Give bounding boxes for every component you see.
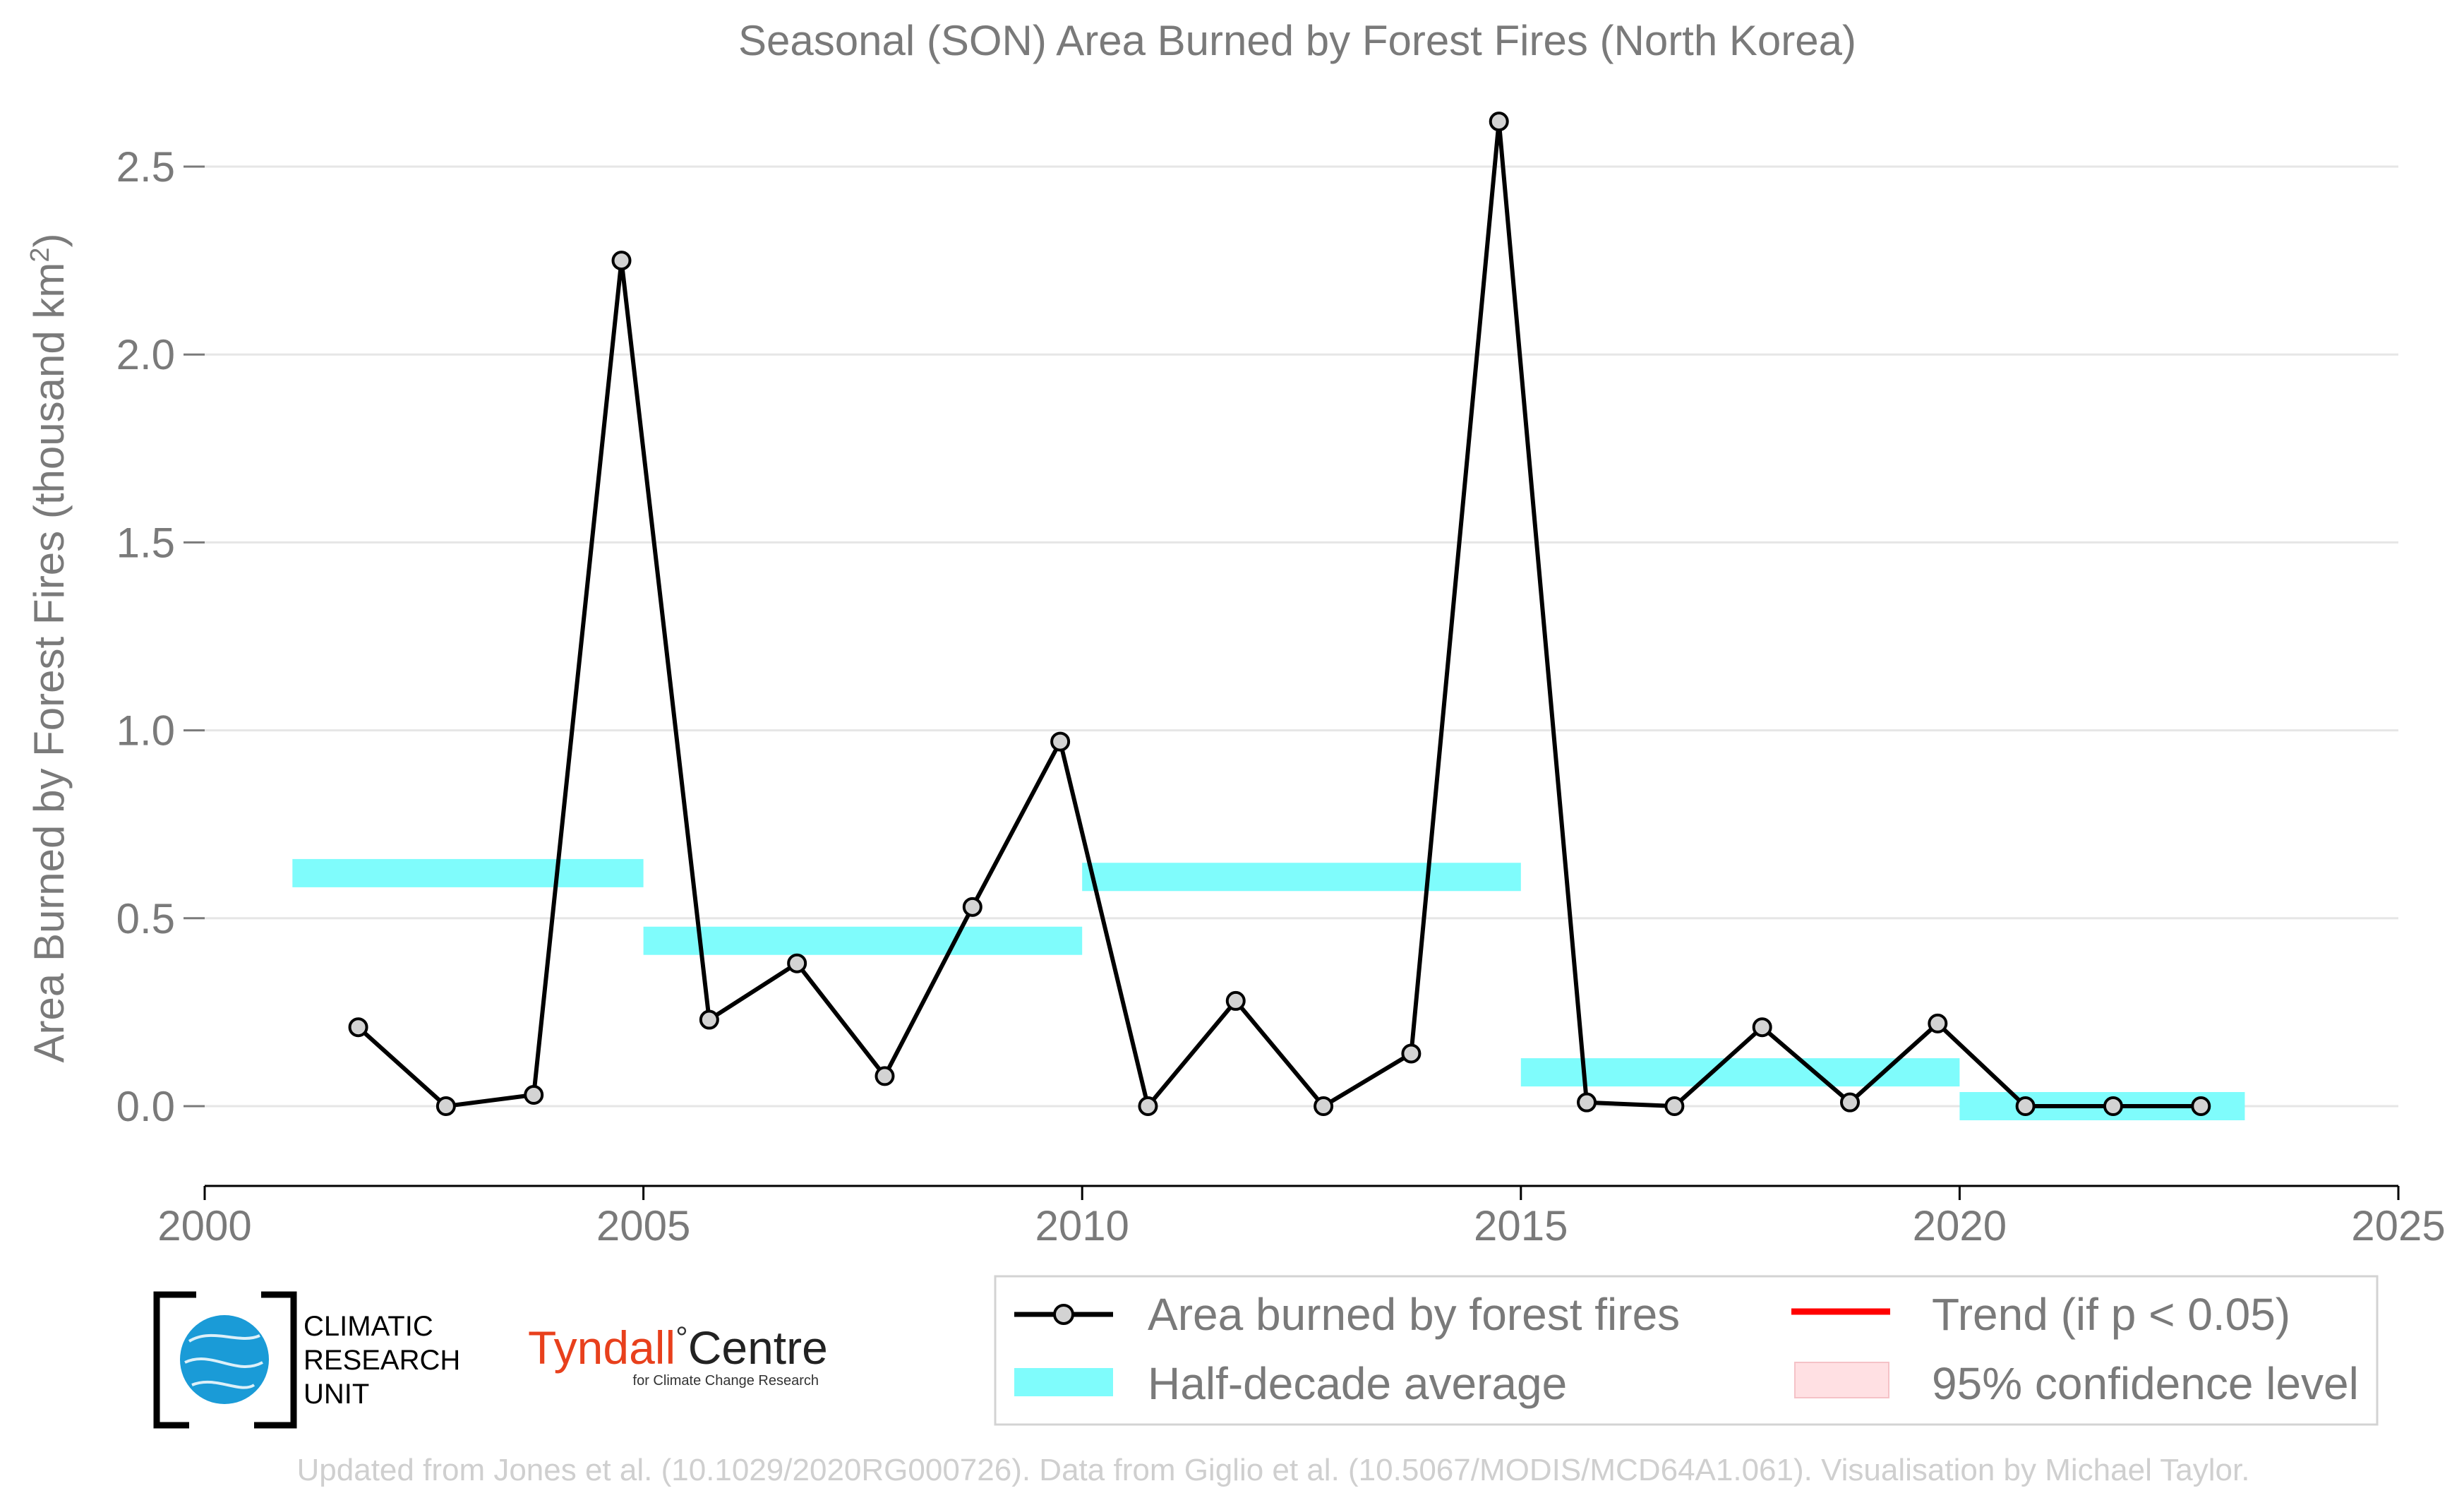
legend-label-trend: Trend (if p < 0.05) bbox=[1932, 1289, 2290, 1340]
data-point bbox=[611, 251, 632, 271]
legend-swatch-marker bbox=[1053, 1304, 1074, 1325]
x-tick-label: 2000 bbox=[157, 1202, 251, 1249]
credit-line: Updated from Jones et al. (10.1029/2020R… bbox=[297, 1453, 2250, 1487]
y-tick-label: 2.5 bbox=[116, 143, 175, 191]
y-tick-label: 1.0 bbox=[116, 707, 175, 755]
tyndall-logo: Tyndall°Centre for Climate Change Resear… bbox=[528, 1321, 828, 1389]
data-point bbox=[1489, 112, 1509, 132]
data-point bbox=[524, 1085, 544, 1105]
legend-entry-half-decade: Half-decade average bbox=[1014, 1358, 1567, 1409]
data-point bbox=[1752, 1017, 1772, 1038]
cru-logo: CLIMATIC RESEARCH UNIT bbox=[153, 1291, 460, 1429]
x-tick-label: 2015 bbox=[1474, 1202, 1568, 1249]
x-tick-label: 2020 bbox=[1913, 1202, 2007, 1249]
y-tick-label: 1.5 bbox=[116, 519, 175, 566]
legend-label-confidence: 95% confidence level bbox=[1932, 1358, 2359, 1409]
legend-entry-confidence: 95% confidence level bbox=[1794, 1358, 2359, 1409]
x-tick-label: 2025 bbox=[2351, 1202, 2445, 1249]
data-point bbox=[787, 953, 807, 973]
data-point bbox=[699, 1009, 719, 1030]
y-tick-label: 0.5 bbox=[116, 895, 175, 942]
data-point bbox=[435, 1096, 456, 1116]
legend-entry-area-burned: Area burned by forest fires bbox=[1014, 1289, 1680, 1340]
x-tick-label: 2010 bbox=[1035, 1202, 1129, 1249]
data-point bbox=[1401, 1043, 1422, 1064]
data-point bbox=[1138, 1096, 1158, 1116]
series-line bbox=[356, 119, 2201, 1108]
cru-text-line-1: CLIMATIC bbox=[304, 1311, 433, 1342]
legend-swatch-confidence bbox=[1794, 1362, 1889, 1398]
x-axis-ticks: 2000 2005 2010 2015 2020 2025 bbox=[157, 1186, 2446, 1249]
y-axis-ticks: 0.0 0.5 1.0 1.5 2.0 2.5 bbox=[116, 143, 205, 1130]
data-point bbox=[962, 897, 982, 917]
y-axis-label-superscript: 2 bbox=[25, 248, 55, 263]
data-point bbox=[1928, 1013, 1948, 1033]
data-point bbox=[1050, 731, 1071, 752]
tyndall-wordmark: Tyndall°Centre bbox=[528, 1321, 828, 1374]
y-axis-label-close: ) bbox=[25, 234, 73, 248]
legend-entry-trend: Trend (if p < 0.05) bbox=[1791, 1289, 2290, 1340]
half-decade-average-bars bbox=[292, 858, 2245, 1120]
legend-label-half-decade: Half-decade average bbox=[1148, 1358, 1567, 1409]
y-axis-label: Area Burned by Forest Fires (thousand km… bbox=[25, 234, 73, 1063]
data-point bbox=[1664, 1096, 1685, 1116]
data-point bbox=[875, 1066, 895, 1086]
legend-swatch-band bbox=[1014, 1368, 1113, 1396]
cru-text-line-2: RESEARCH bbox=[304, 1345, 460, 1376]
data-point bbox=[2015, 1096, 2036, 1116]
data-point bbox=[348, 1017, 368, 1038]
cru-globe-swirl-icon bbox=[184, 1333, 263, 1389]
data-point bbox=[1577, 1092, 1597, 1113]
half-decade-bar bbox=[292, 858, 644, 887]
data-point bbox=[2103, 1096, 2123, 1116]
y-axis-label-main: Area Burned by Forest Fires (thousand km bbox=[25, 263, 73, 1063]
data-point bbox=[1840, 1092, 1860, 1113]
tyndall-degree: ° bbox=[675, 1321, 688, 1355]
cru-logo-bracket-right bbox=[254, 1291, 297, 1429]
data-point bbox=[2191, 1096, 2211, 1116]
data-point bbox=[1225, 990, 1246, 1011]
series-area-burned bbox=[348, 112, 2211, 1116]
half-decade-bar bbox=[643, 926, 1083, 955]
tyndall-word-right: Centre bbox=[688, 1321, 828, 1374]
chart-title: Seasonal (SON) Area Burned by Forest Fir… bbox=[738, 17, 1856, 64]
legend-box bbox=[994, 1275, 2379, 1426]
data-point bbox=[1314, 1096, 1334, 1116]
tyndall-word-left: Tyndall bbox=[528, 1321, 675, 1374]
y-tick-label: 0.0 bbox=[116, 1083, 175, 1130]
cru-logo-bracket-left bbox=[153, 1291, 196, 1429]
half-decade-bar bbox=[1082, 863, 1521, 892]
cru-text-line-3: UNIT bbox=[304, 1379, 369, 1410]
legend: Area burned by forest fires Trend (if p … bbox=[994, 1275, 2379, 1426]
grid-lines bbox=[205, 165, 2398, 1108]
legend-label-area-burned: Area burned by forest fires bbox=[1148, 1289, 1680, 1340]
x-tick-label: 2005 bbox=[596, 1202, 690, 1249]
tyndall-subtitle: for Climate Change Research bbox=[633, 1373, 819, 1389]
y-tick-label: 2.0 bbox=[116, 331, 175, 378]
